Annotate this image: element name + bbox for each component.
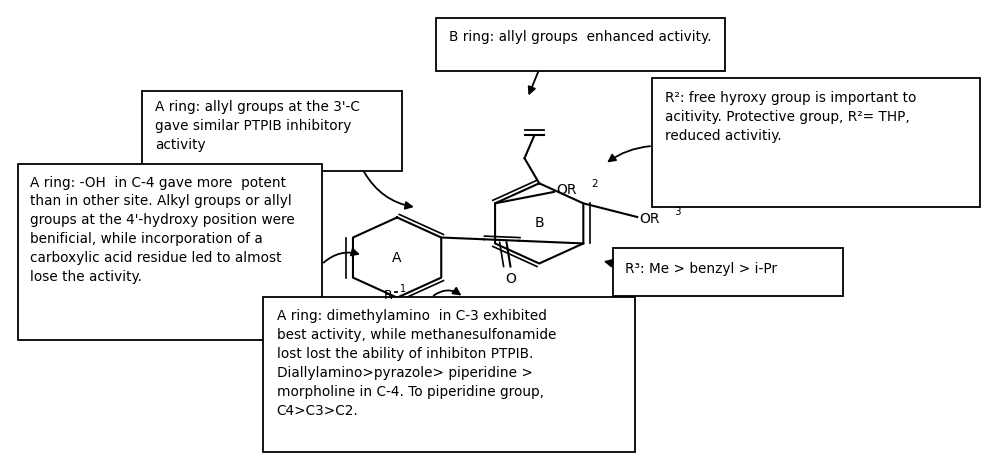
Text: O: O: [505, 272, 516, 286]
FancyBboxPatch shape: [142, 91, 402, 171]
Text: OR: OR: [639, 213, 660, 226]
Text: 1: 1: [400, 284, 406, 293]
FancyBboxPatch shape: [263, 297, 635, 452]
Text: A: A: [392, 251, 402, 265]
FancyBboxPatch shape: [18, 164, 322, 339]
Text: A ring: -OH  in C-4 gave more  potent
than in other site. Alkyl groups or allyl
: A ring: -OH in C-4 gave more potent than…: [30, 176, 294, 284]
Text: R: R: [383, 289, 392, 302]
Text: OR: OR: [556, 183, 576, 197]
FancyBboxPatch shape: [652, 78, 980, 207]
Text: B ring: allyl groups  enhanced activity.: B ring: allyl groups enhanced activity.: [449, 30, 712, 44]
Text: B: B: [534, 216, 544, 230]
Text: R²: free hyroxy group is important to
acitivity. Protective group, R²= THP,
redu: R²: free hyroxy group is important to ac…: [665, 91, 916, 143]
Text: 2: 2: [591, 179, 598, 189]
FancyBboxPatch shape: [613, 248, 843, 296]
FancyBboxPatch shape: [436, 18, 725, 71]
Text: R³: Me > benzyl > i-Pr: R³: Me > benzyl > i-Pr: [625, 262, 777, 276]
Text: A ring: dimethylamino  in C-3 exhibited
best activity, while methanesulfonamide
: A ring: dimethylamino in C-3 exhibited b…: [277, 309, 556, 418]
Text: 3: 3: [674, 207, 681, 218]
Text: A ring: allyl groups at the 3'-C
gave similar PTPIB inhibitory
activity: A ring: allyl groups at the 3'-C gave si…: [155, 100, 360, 152]
